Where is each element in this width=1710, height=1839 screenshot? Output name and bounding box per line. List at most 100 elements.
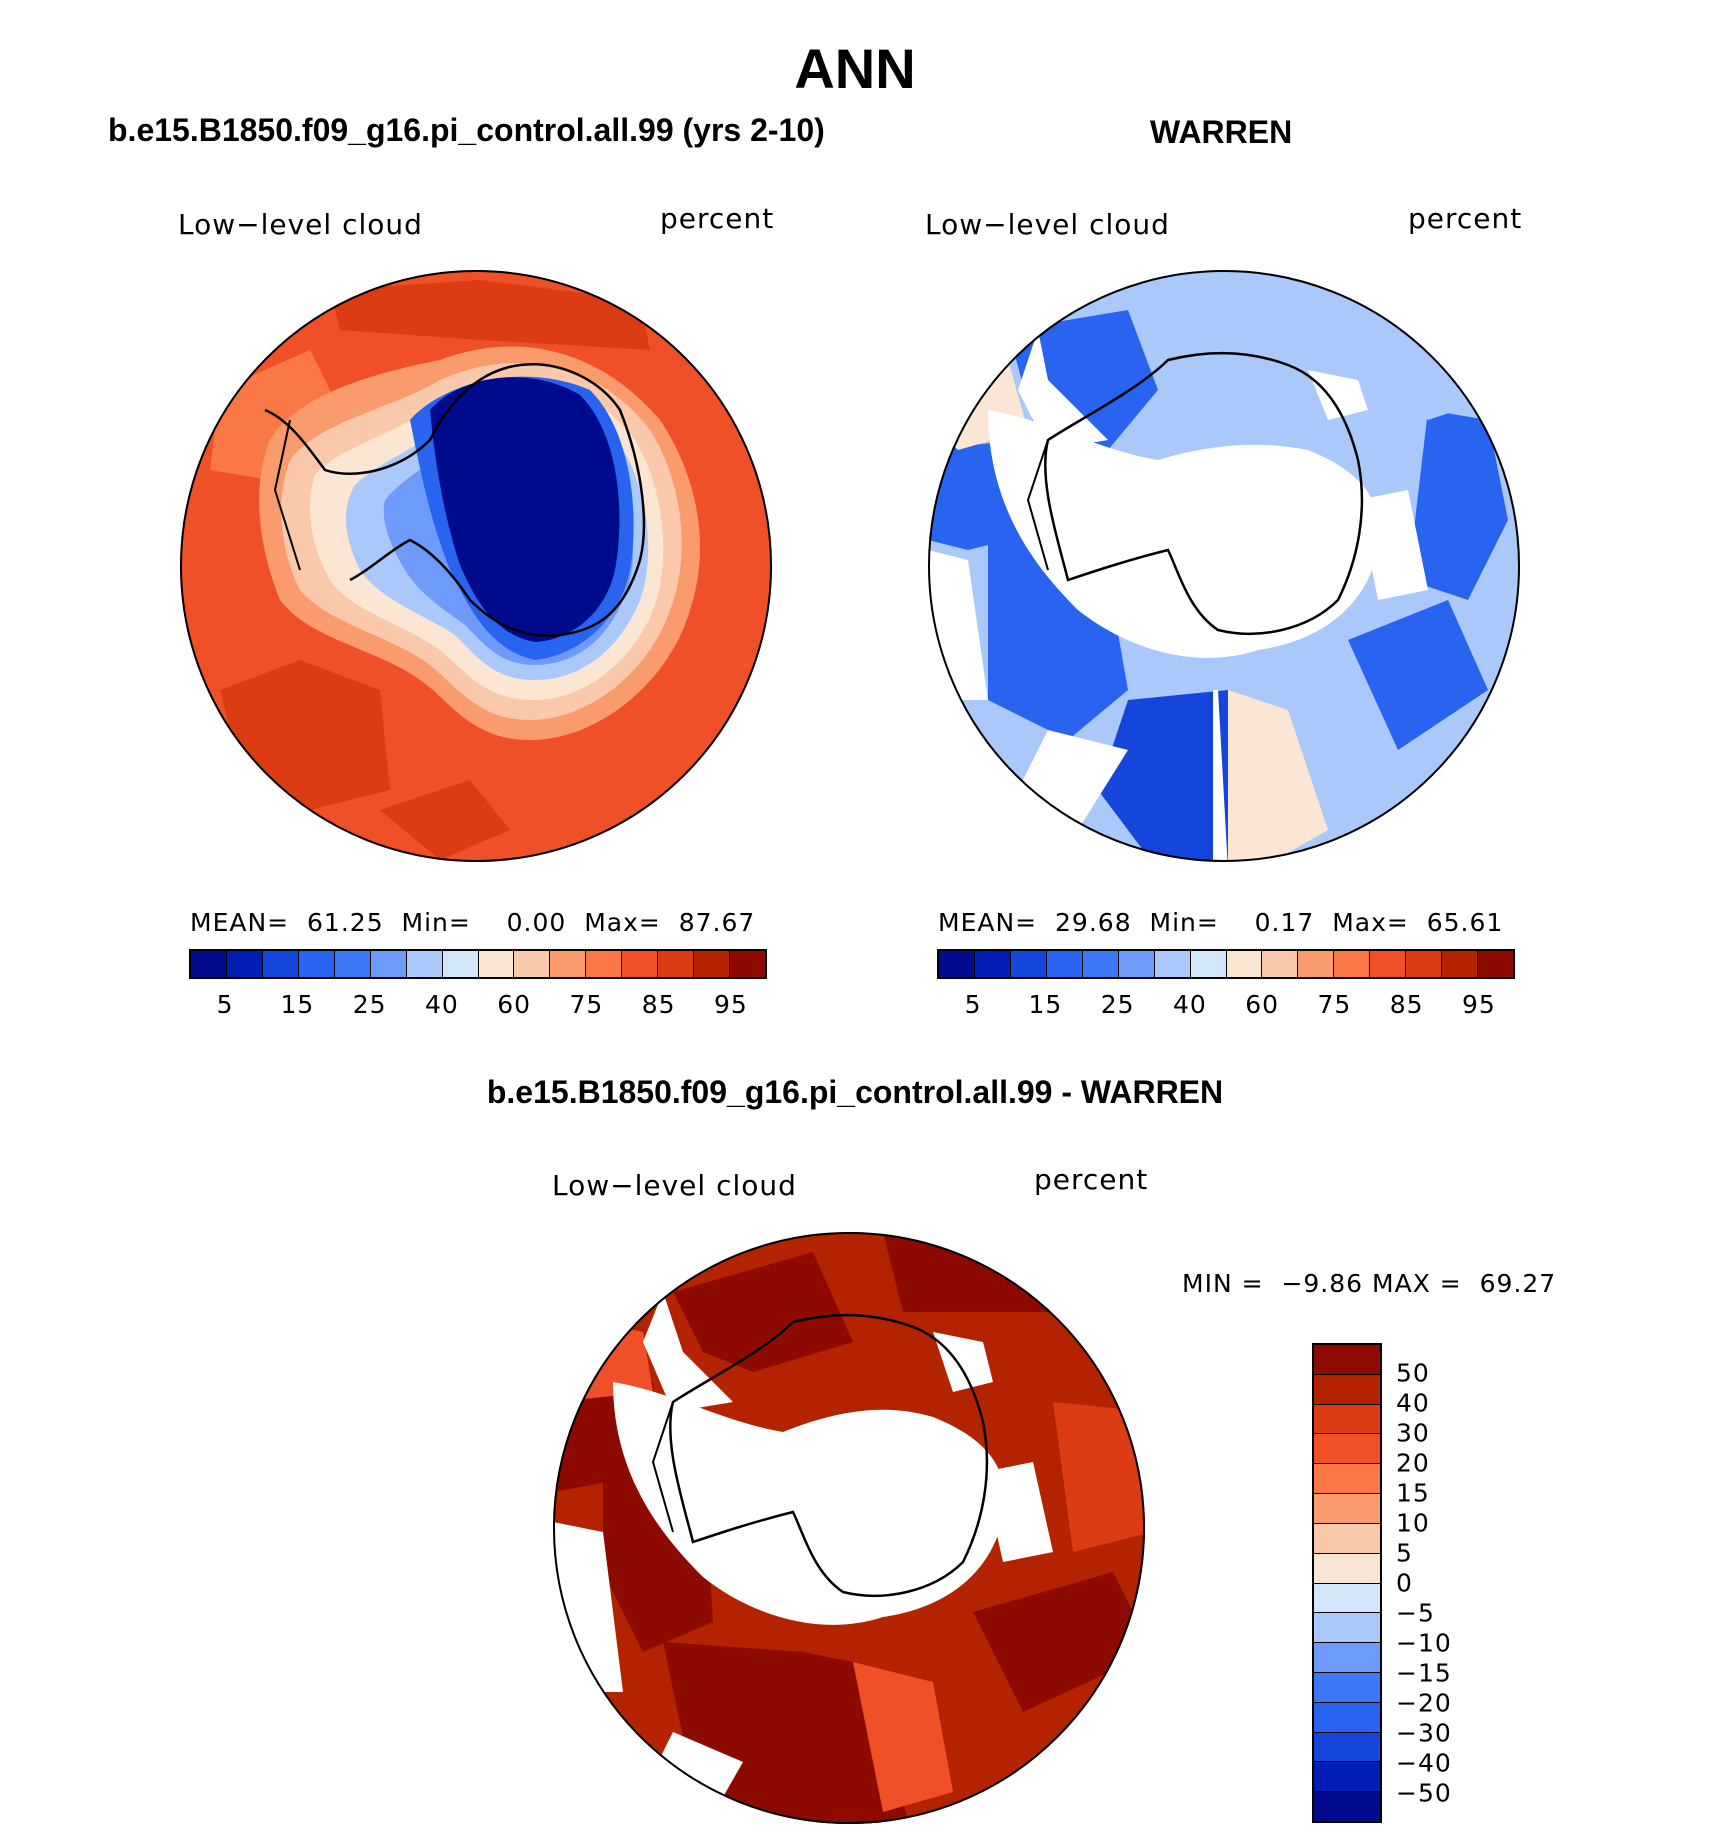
colorbar-tick-label: 5 xyxy=(964,990,982,1019)
min-label: Min= xyxy=(1149,908,1219,937)
min-value: 0.17 xyxy=(1254,908,1315,937)
colorbar-swatch xyxy=(974,951,1011,977)
colorbar-tick-label: 95 xyxy=(1461,990,1496,1019)
colorbar-tick-label: 60 xyxy=(1245,990,1280,1019)
colorbar-swatch xyxy=(1314,1374,1380,1405)
obs-units-label: percent xyxy=(1408,202,1523,235)
model-stats: MEAN= 61.25 Min= 0.00 Max= 87.67 xyxy=(190,908,755,937)
colorbar-tick-label: 40 xyxy=(424,990,459,1019)
diff-stats: MIN = −9.86 MAX = 69.27 xyxy=(1182,1269,1556,1298)
colorbar-tick-label: 75 xyxy=(1317,990,1352,1019)
colorbar-swatch xyxy=(1154,951,1191,977)
colorbar-tick-label: −10 xyxy=(1396,1628,1452,1658)
mean-value: 61.25 xyxy=(307,908,384,937)
colorbar-swatch xyxy=(1314,1523,1380,1554)
colorbar-swatch xyxy=(1314,1762,1380,1793)
colorbar-swatch xyxy=(1314,1553,1380,1584)
model-colorbar xyxy=(189,949,767,979)
max-label: Max= xyxy=(584,908,661,937)
colorbar-swatch xyxy=(1314,1792,1380,1821)
colorbar-swatch xyxy=(658,951,695,977)
obs-polar-map xyxy=(928,270,1520,862)
colorbar-swatch xyxy=(730,951,765,977)
max-label: Max= xyxy=(1332,908,1409,937)
max-label: MAX = xyxy=(1372,1269,1462,1298)
colorbar-swatch xyxy=(1298,951,1335,977)
colorbar-tick-label: 95 xyxy=(713,990,748,1019)
model-variable-label: Low−level cloud xyxy=(178,208,423,241)
mean-value: 29.68 xyxy=(1055,908,1132,937)
colorbar-tick-label: 15 xyxy=(1028,990,1063,1019)
colorbar-swatch xyxy=(1314,1464,1380,1495)
colorbar-swatch xyxy=(550,951,587,977)
colorbar-tick-label: 10 xyxy=(1396,1508,1430,1538)
colorbar-tick-label: −5 xyxy=(1396,1598,1435,1628)
colorbar-swatch xyxy=(1334,951,1371,977)
colorbar-tick-label: 15 xyxy=(1396,1478,1430,1508)
mean-label: MEAN= xyxy=(190,908,290,937)
colorbar-tick-label: 60 xyxy=(497,990,532,1019)
colorbar-swatch xyxy=(1118,951,1155,977)
colorbar-swatch xyxy=(262,951,299,977)
colorbar-swatch xyxy=(1314,1404,1380,1435)
colorbar-swatch xyxy=(1010,951,1047,977)
colorbar-tick-label: 25 xyxy=(352,990,387,1019)
colorbar-swatch xyxy=(1314,1613,1380,1644)
colorbar-tick-label: 40 xyxy=(1396,1388,1430,1418)
colorbar-tick-label: −20 xyxy=(1396,1688,1452,1718)
colorbar-swatch xyxy=(406,951,443,977)
colorbar-tick-label: 40 xyxy=(1172,990,1207,1019)
diff-units-label: percent xyxy=(1034,1163,1149,1196)
colorbar-tick-label: 75 xyxy=(569,990,604,1019)
mean-label: MEAN= xyxy=(938,908,1038,937)
colorbar-tick-label: −50 xyxy=(1396,1778,1452,1808)
colorbar-tick-label: −30 xyxy=(1396,1718,1452,1748)
colorbar-swatch xyxy=(1478,951,1513,977)
colorbar-tick-label: 5 xyxy=(216,990,234,1019)
colorbar-swatch xyxy=(334,951,371,977)
colorbar-tick-label: 15 xyxy=(280,990,315,1019)
colorbar-swatch xyxy=(514,951,551,977)
diff-panel-title: b.e15.B1850.f09_g16.pi_control.all.99 - … xyxy=(486,1074,1224,1110)
obs-variable-label: Low−level cloud xyxy=(925,208,1170,241)
colorbar-swatch xyxy=(298,951,335,977)
colorbar-tick-label: −15 xyxy=(1396,1658,1452,1688)
diff-polar-map xyxy=(553,1232,1145,1824)
obs-panel-title: WARREN xyxy=(1150,114,1293,150)
colorbar-swatch xyxy=(1226,951,1263,977)
figure-title: ANN xyxy=(794,37,916,100)
colorbar-tick-label: 85 xyxy=(1389,990,1424,1019)
max-value: 65.61 xyxy=(1426,908,1504,937)
colorbar-tick-label: 20 xyxy=(1396,1448,1430,1478)
obs-colorbar xyxy=(937,949,1515,979)
colorbar-swatch xyxy=(694,951,731,977)
colorbar-swatch xyxy=(442,951,479,977)
obs-stats: MEAN= 29.68 Min= 0.17 Max= 65.61 xyxy=(938,908,1503,937)
model-colorbar-ticks: 5 15 25 40 60 75 85 95 xyxy=(189,990,767,1020)
colorbar-swatch xyxy=(586,951,623,977)
model-polar-map xyxy=(180,270,772,862)
min-value: 0.00 xyxy=(506,908,567,937)
colorbar-swatch xyxy=(1262,951,1299,977)
min-label: MIN = xyxy=(1182,1269,1264,1298)
colorbar-swatch xyxy=(1046,951,1083,977)
max-value: 69.27 xyxy=(1479,1269,1557,1298)
colorbar-swatch xyxy=(1370,951,1407,977)
colorbar-swatch xyxy=(1314,1434,1380,1465)
colorbar-swatch xyxy=(1190,951,1227,977)
colorbar-swatch xyxy=(370,951,407,977)
diff-colorbar-ticks: 50 40 30 20 15 10 5 0 −5 −10 −15 −20 −30 −40 −50 xyxy=(1396,1343,1476,1823)
colorbar-tick-label: 25 xyxy=(1100,990,1135,1019)
colorbar-swatch xyxy=(1314,1494,1380,1524)
colorbar-swatch xyxy=(939,951,975,977)
model-units-label: percent xyxy=(660,202,775,235)
colorbar-swatch xyxy=(1314,1643,1380,1673)
colorbar-swatch xyxy=(1314,1672,1380,1703)
diff-variable-label: Low−level cloud xyxy=(552,1169,797,1202)
colorbar-tick-label: 0 xyxy=(1396,1568,1413,1598)
colorbar-swatch xyxy=(478,951,515,977)
colorbar-tick-label: 50 xyxy=(1396,1358,1430,1388)
obs-colorbar-ticks: 5 15 25 40 60 75 85 95 xyxy=(937,990,1515,1020)
colorbar-swatch xyxy=(1314,1732,1380,1763)
colorbar-tick-label: 85 xyxy=(641,990,676,1019)
